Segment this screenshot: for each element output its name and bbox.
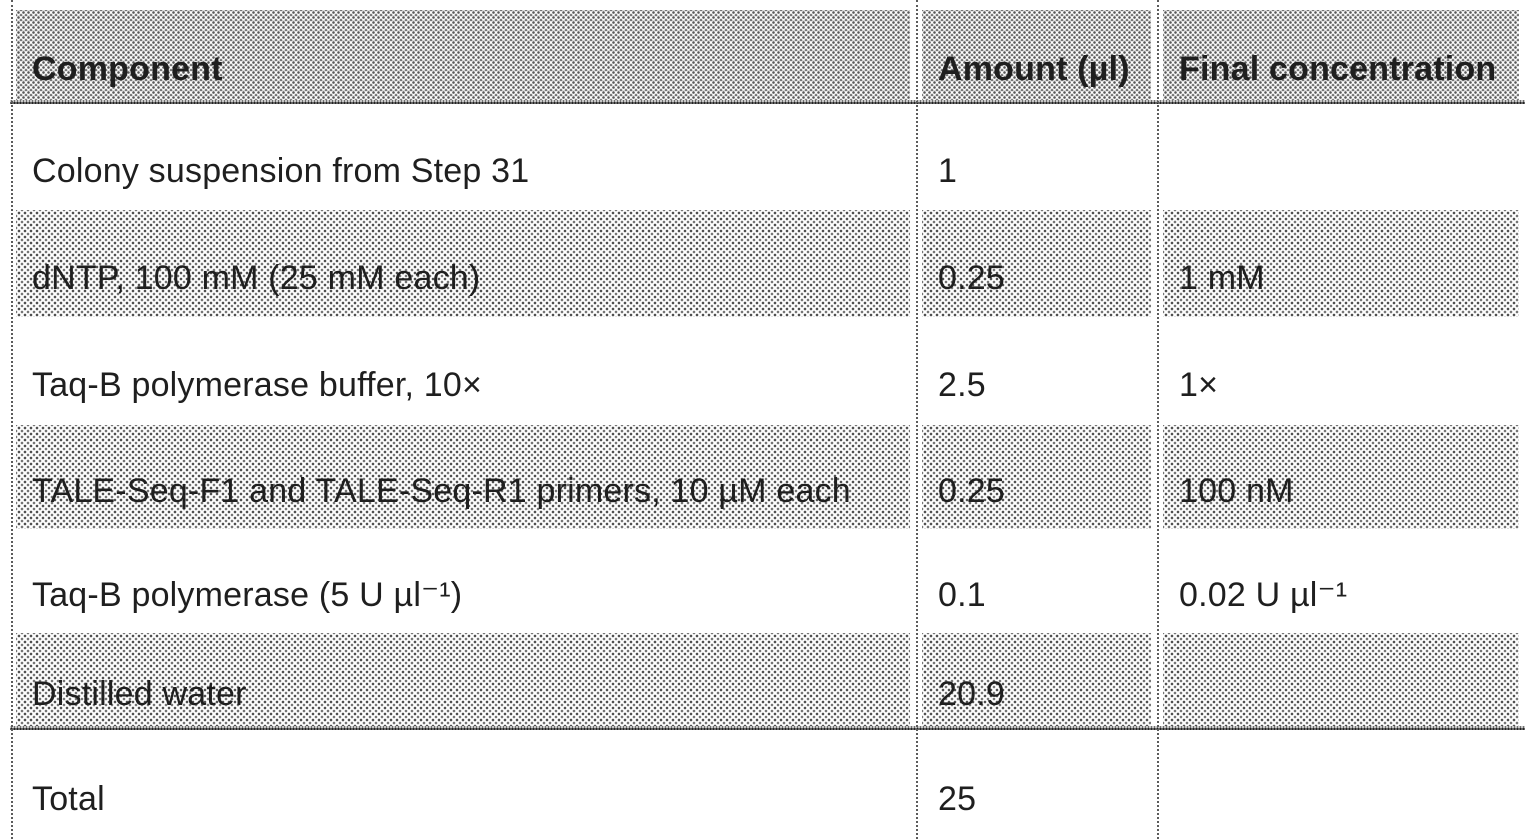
amount-cell: 1 bbox=[916, 104, 1157, 210]
final-concentration-value: 1 mM bbox=[1179, 258, 1265, 297]
column-header-final-concentration: Final concentration bbox=[1157, 10, 1525, 100]
amount-cell: 0.1 bbox=[916, 529, 1157, 633]
component-value: Taq-B polymerase buffer, 10× bbox=[32, 366, 483, 405]
amount-value: 1 bbox=[938, 152, 958, 191]
component-cell: Taq-B polymerase (5 U µl⁻¹) bbox=[10, 529, 916, 633]
table-row: TALE-Seq-F1 and TALE-Seq-R1 primers, 10 … bbox=[10, 425, 1525, 529]
table-row: dNTP, 100 mM (25 mM each) 0.25 1 mM bbox=[10, 210, 1525, 317]
column-header-component: Component bbox=[10, 10, 916, 100]
component-value: dNTP, 100 mM (25 mM each) bbox=[32, 258, 481, 297]
total-label: Total bbox=[32, 779, 105, 818]
pcr-reaction-mix-table: Component Amount (µl) Final concentratio… bbox=[10, 10, 1525, 839]
column-header-label: Final concentration bbox=[1179, 50, 1497, 89]
component-cell: TALE-Seq-F1 and TALE-Seq-R1 primers, 10 … bbox=[10, 425, 916, 529]
amount-value: 2.5 bbox=[938, 366, 986, 405]
final-concentration-cell: 1× bbox=[1157, 317, 1525, 425]
amount-cell: 0.25 bbox=[916, 425, 1157, 529]
final-concentration-cell: 0.02 U µl⁻¹ bbox=[1157, 529, 1525, 633]
component-value: TALE-Seq-F1 and TALE-Seq-R1 primers, 10 … bbox=[32, 472, 851, 511]
column-header-label: Amount (µl) bbox=[938, 50, 1130, 89]
amount-value: 20.9 bbox=[938, 674, 1005, 713]
final-concentration-value: 100 nM bbox=[1179, 472, 1294, 511]
table-row: Colony suspension from Step 31 1 bbox=[10, 104, 1525, 210]
final-concentration-value: 0.02 U µl⁻¹ bbox=[1179, 576, 1348, 615]
component-value: Distilled water bbox=[32, 674, 247, 713]
total-row: Total 25 bbox=[10, 730, 1525, 839]
header-row: Component Amount (µl) Final concentratio… bbox=[10, 10, 1525, 100]
final-concentration-cell: 1 mM bbox=[1157, 210, 1525, 317]
final-concentration-cell bbox=[1157, 730, 1525, 839]
component-cell: Taq-B polymerase buffer, 10× bbox=[10, 317, 916, 425]
header-separator-rule bbox=[10, 100, 1525, 104]
amount-cell: 20.9 bbox=[916, 633, 1157, 726]
component-cell: Colony suspension from Step 31 bbox=[10, 104, 916, 210]
component-cell: Distilled water bbox=[10, 633, 916, 726]
component-value: Taq-B polymerase (5 U µl⁻¹) bbox=[32, 576, 463, 615]
amount-value: 0.1 bbox=[938, 576, 986, 615]
component-cell: Total bbox=[10, 730, 916, 839]
component-cell: dNTP, 100 mM (25 mM each) bbox=[10, 210, 916, 317]
column-divider-component-amount bbox=[916, 0, 918, 839]
amount-value: 0.25 bbox=[938, 258, 1005, 297]
column-divider-amount-concentration bbox=[1157, 0, 1159, 839]
column-header-label: Component bbox=[32, 50, 223, 89]
table-row: Taq-B polymerase (5 U µl⁻¹) 0.1 0.02 U µ… bbox=[10, 529, 1525, 633]
amount-value: 0.25 bbox=[938, 472, 1005, 511]
table-left-border bbox=[11, 0, 13, 839]
total-separator-rule bbox=[10, 726, 1525, 730]
final-concentration-value: 1× bbox=[1179, 366, 1219, 405]
table-row: Taq-B polymerase buffer, 10× 2.5 1× bbox=[10, 317, 1525, 425]
amount-cell: 2.5 bbox=[916, 317, 1157, 425]
amount-cell: 25 bbox=[916, 730, 1157, 839]
component-value: Colony suspension from Step 31 bbox=[32, 152, 530, 191]
final-concentration-cell bbox=[1157, 633, 1525, 726]
amount-cell: 0.25 bbox=[916, 210, 1157, 317]
final-concentration-cell: 100 nM bbox=[1157, 425, 1525, 529]
total-amount-value: 25 bbox=[938, 779, 977, 818]
column-header-amount: Amount (µl) bbox=[916, 10, 1157, 100]
final-concentration-cell bbox=[1157, 104, 1525, 210]
table-row: Distilled water 20.9 bbox=[10, 633, 1525, 726]
